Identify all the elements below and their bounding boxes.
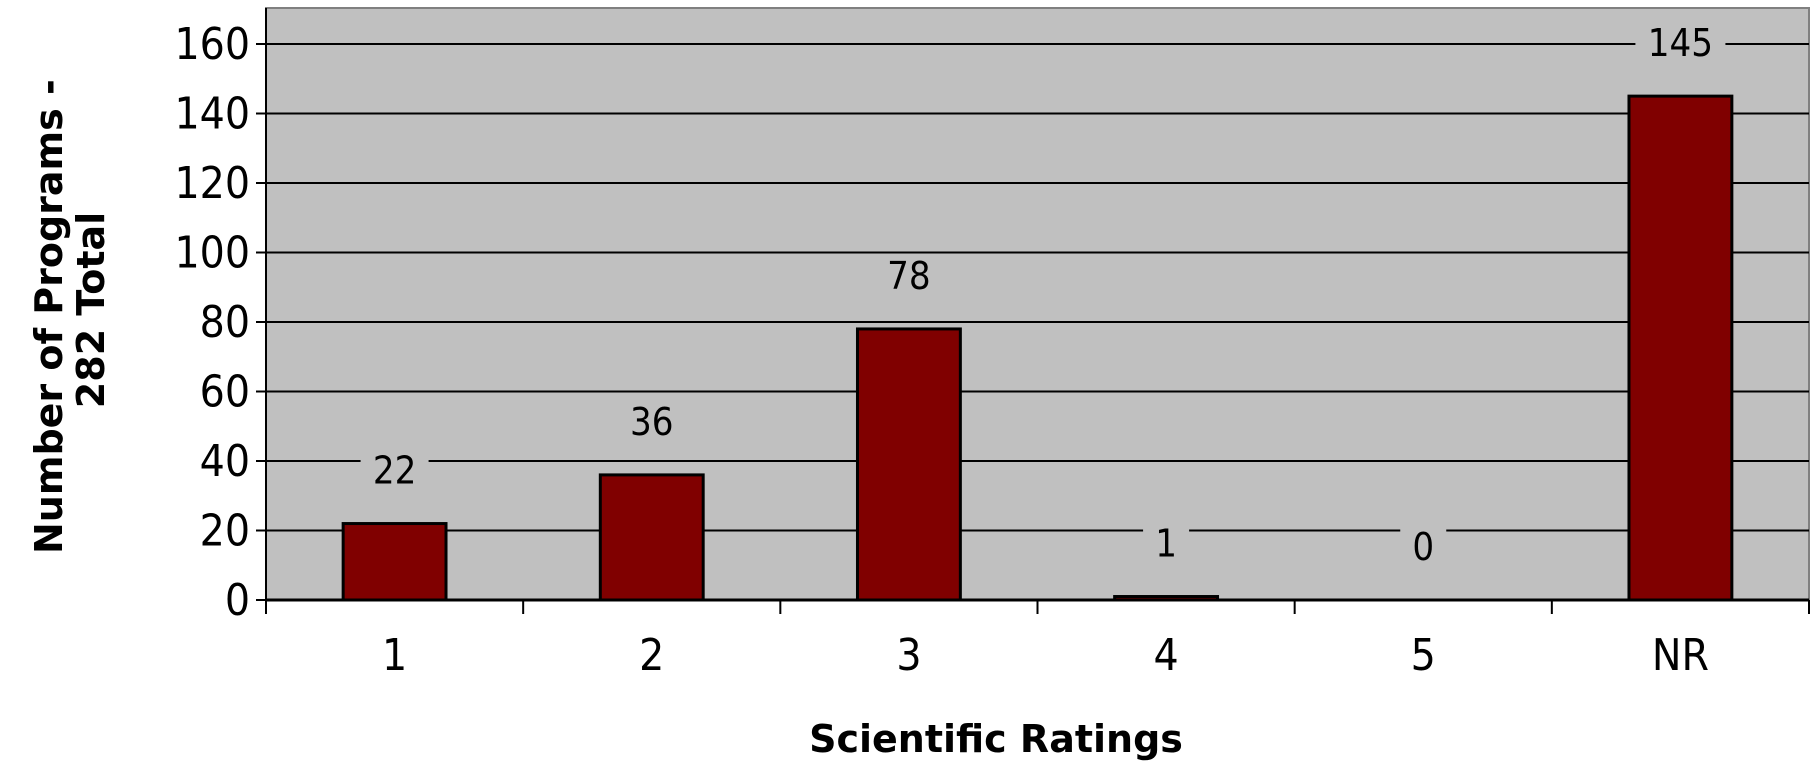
y-axis-title-line-2: 282 Total	[69, 212, 113, 408]
y-tick-label: 0	[225, 575, 250, 626]
y-tick-label: 120	[174, 158, 250, 209]
x-tick-label: 3	[896, 630, 921, 681]
data-label: 78	[887, 254, 931, 298]
gridlines	[266, 43, 1809, 532]
bar	[1627, 94, 1734, 602]
data-label: 22	[373, 449, 417, 493]
y-tick-label: 100	[174, 228, 250, 279]
data-label: 36	[630, 400, 674, 444]
bar	[855, 327, 962, 602]
data-label: 145	[1648, 21, 1713, 65]
y-tick-label: 80	[200, 297, 250, 348]
y-tick-label: 40	[200, 436, 250, 487]
plot-area	[265, 7, 1810, 601]
data-label-background	[617, 402, 686, 445]
data-label-background	[1143, 524, 1190, 567]
data-labels: 22 36 78 1 0 145	[360, 21, 1726, 570]
x-tick-label: NR	[1652, 630, 1709, 681]
y-tick-label: 20	[200, 506, 250, 557]
x-axis-title: Scientific Ratings	[809, 717, 1183, 761]
bars	[341, 94, 1734, 602]
data-label-background	[874, 256, 943, 299]
y-axis-title-line-1: Number of Programs -	[27, 79, 71, 554]
y-tick-label: 60	[200, 367, 250, 418]
x-tick-label: 5	[1411, 630, 1436, 681]
y-axis-title: Number of Programs - 282 Total	[27, 66, 113, 554]
x-tick-label: 2	[639, 630, 664, 681]
data-label-background	[1635, 24, 1726, 67]
data-label: 0	[1412, 525, 1434, 569]
data-label: 1	[1155, 522, 1177, 566]
data-label-background	[360, 451, 429, 494]
x-tick-label: 1	[382, 630, 407, 681]
y-tick-label: 140	[174, 89, 250, 140]
data-label-background	[1400, 528, 1447, 570]
bar	[598, 473, 705, 602]
x-tick-label: 4	[1153, 630, 1178, 681]
bar	[341, 522, 448, 602]
axes: 0 20 40 60 80 100 120 140 160 1 2 3 4 5 NR	[174, 8, 1810, 681]
y-tick-label: 160	[174, 19, 250, 70]
